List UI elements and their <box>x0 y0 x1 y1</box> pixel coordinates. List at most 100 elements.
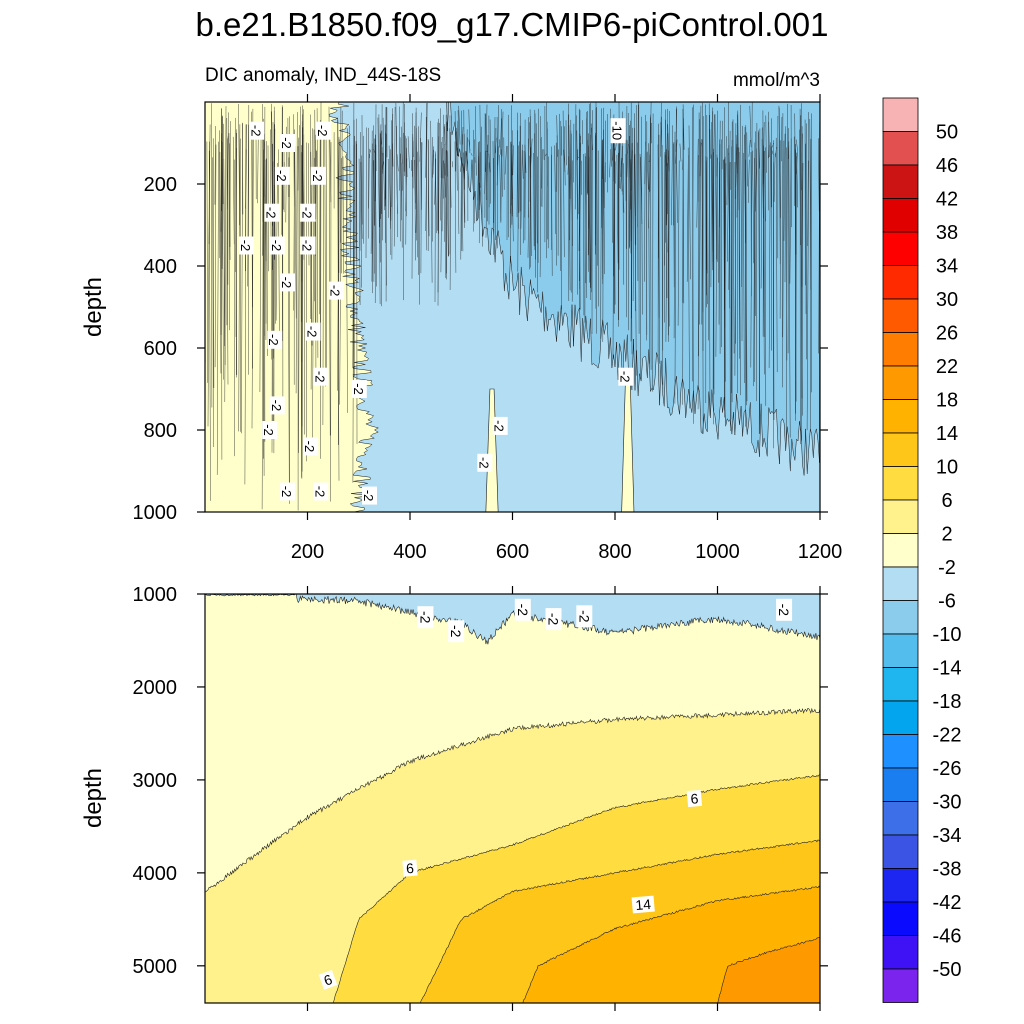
upper-contour-label: -2 <box>302 437 319 456</box>
upper-contour-streak <box>590 123 592 301</box>
colorbar-label: -26 <box>933 758 962 780</box>
upper-contour-streak <box>395 102 398 214</box>
colorbar-swatch <box>882 432 919 467</box>
x-tick-label: 1000 <box>695 541 740 563</box>
y-tick-label: 200 <box>144 174 177 196</box>
contour-label-text: -2 <box>476 457 491 469</box>
upper-contour-streak <box>688 125 691 280</box>
upper-contour-streak <box>632 113 635 302</box>
upper-contour-label: -2 <box>617 367 634 386</box>
upper-contour-streak <box>512 145 514 176</box>
colorbar-swatch <box>882 164 919 199</box>
contour-label-bg <box>477 453 493 472</box>
upper-contour-streak <box>715 154 718 357</box>
upper-contour-streak <box>755 148 757 212</box>
upper-contour-streak <box>405 158 408 212</box>
upper-contour-streak <box>573 123 575 183</box>
upper-contour-streak <box>627 143 629 154</box>
contour-label-text: -2 <box>300 240 315 252</box>
contour-label-bg <box>631 895 655 914</box>
upper-contour-streak <box>644 114 646 185</box>
upper-contour-streak <box>368 148 370 209</box>
contour-label-bg <box>492 416 508 435</box>
upper-contour-streak <box>516 112 518 218</box>
upper-contour-label: -2 <box>312 482 329 501</box>
upper-contour-streak <box>588 103 591 272</box>
colorbar-swatch <box>882 499 919 534</box>
y-tick-label: 1000 <box>133 502 178 524</box>
upper-contour-streak <box>528 117 530 202</box>
upper-contour-streak <box>568 125 571 199</box>
upper-contour-streak <box>445 114 447 280</box>
upper-contour-streak <box>740 104 742 288</box>
contour-label-bg <box>328 281 344 300</box>
upper-contour-streak <box>446 150 449 257</box>
contour-label-text: 6 <box>690 790 699 807</box>
upper-contour-streak <box>420 142 422 274</box>
upper-contour-streak <box>547 156 549 249</box>
upper-contour-streak <box>460 157 462 172</box>
upper-contour-streak <box>203 141 204 286</box>
contour-label-bg <box>280 482 295 501</box>
upper-contour-streak <box>440 141 443 221</box>
upper-contour-label: -2 <box>279 273 295 292</box>
colorbar-swatch <box>882 734 919 769</box>
upper-contour-streak <box>770 146 772 351</box>
upper-contour-streak <box>806 160 809 431</box>
contour-label-bg <box>239 236 254 255</box>
upper-contour-label: -2 <box>492 416 508 435</box>
upper-contour-streak <box>682 104 685 150</box>
upper-contour-streak <box>568 103 570 301</box>
upper-contour-streak <box>315 151 317 220</box>
upper-contour-label: -2 <box>266 330 283 349</box>
colorbar-swatch <box>882 566 919 601</box>
colorbar-swatch <box>882 533 919 568</box>
contour-label-text: -2 <box>546 613 562 626</box>
upper-contour-streak <box>533 152 535 247</box>
upper-contour-streak <box>303 134 305 435</box>
upper-contour-label: -2 <box>476 453 493 472</box>
upper-contour-streak <box>466 129 468 172</box>
upper-contour-streak <box>273 128 276 436</box>
colorbar-label: 30 <box>936 289 958 311</box>
upper-contour-streak <box>349 125 351 266</box>
upper-contour-label: -2 <box>361 486 377 505</box>
upper-contour-streak <box>752 150 755 264</box>
contour-label-bg <box>280 273 295 292</box>
upper-contour-streak <box>266 141 268 357</box>
colorbar-label: 6 <box>941 490 952 512</box>
upper-contour-streak <box>772 142 774 148</box>
lower-region-minus2 <box>205 594 820 645</box>
upper-contour-streak <box>390 120 392 221</box>
colorbar-swatch <box>882 667 919 702</box>
upper-contour-streak <box>359 132 361 251</box>
upper-contour-streak <box>263 128 265 459</box>
upper-contour-streak <box>668 110 670 342</box>
colorbar-swatch <box>882 600 919 635</box>
upper-contour-streak <box>261 149 264 510</box>
colorbar-swatch <box>882 901 919 936</box>
upper-contour-streak <box>738 151 741 396</box>
contour-label-bg <box>280 134 295 152</box>
upper-contour-streak <box>522 149 524 179</box>
lower-ylabel: depth <box>80 768 107 828</box>
contour-label-text: -2 <box>448 625 464 638</box>
upper-contour-streak <box>447 127 449 257</box>
upper-contour-streak <box>501 149 503 197</box>
upper-contour-streak <box>404 135 407 217</box>
upper-contour-streak <box>640 156 643 225</box>
upper-contour-streak <box>463 152 465 228</box>
upper-contour-streak <box>788 141 791 438</box>
colorbar-label: -42 <box>933 892 962 914</box>
upper-contour-streak <box>371 143 374 282</box>
upper-contour-streak <box>520 144 523 229</box>
contour-label-text: -2 <box>279 486 294 498</box>
upper-contour-streak <box>576 130 578 220</box>
upper-contour-label: -2 <box>274 166 290 185</box>
upper-contour-streak <box>437 136 440 306</box>
colorbar-swatch <box>882 466 919 501</box>
contour-label-text: -2 <box>776 604 792 617</box>
contour-label-bg <box>776 598 793 621</box>
upper-contour-streak <box>378 114 381 305</box>
contour-label-bg <box>448 620 465 643</box>
